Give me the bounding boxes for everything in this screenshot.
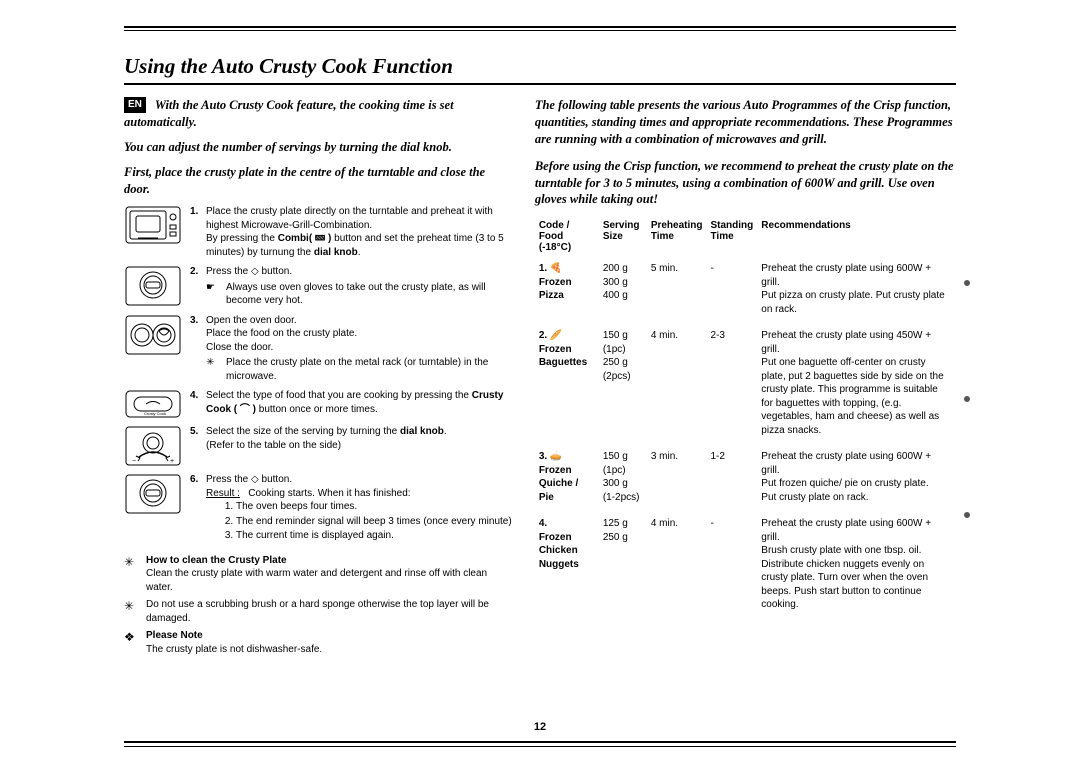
please-text: The crusty plate is not dishwasher-safe.	[146, 643, 513, 657]
intro-3: First, place the crusty plate in the cen…	[124, 164, 513, 198]
notes-block: ✳ How to clean the Crusty Plate Clean th…	[124, 554, 513, 657]
note-icon: ☛	[206, 281, 226, 308]
step-4: Crusty Cook 4. Select the type of food t…	[124, 389, 513, 419]
note-icon: ✳	[124, 554, 146, 595]
note-icon: ❖	[124, 629, 146, 656]
result-item: The oven beeps four times.	[236, 500, 513, 514]
step-2: 2. Press the ◇ button. ☛Always use oven …	[124, 265, 513, 308]
step-3: 3. Open the oven door. Place the food on…	[124, 314, 513, 384]
step-1: 1. Place the crusty plate directly on th…	[124, 205, 513, 259]
svg-text:+: +	[170, 458, 174, 465]
clean-text: Clean the crusty plate with warm water a…	[146, 567, 513, 594]
step-num: 3.	[190, 314, 206, 384]
page-number: 12	[0, 721, 1080, 733]
table-row: 3. 🥧Frozen Quiche / Pie150 g (1pc)300 g …	[535, 447, 956, 514]
table-cell: -	[707, 259, 758, 326]
step4-illustration: Crusty Cook	[124, 389, 182, 419]
step1-illustration	[124, 205, 182, 245]
note-icon: ✳	[124, 598, 146, 625]
step-num: 2.	[190, 265, 206, 308]
page-content: Using the Auto Crusty Cook Function EN W…	[124, 46, 956, 723]
result-item: The end reminder signal will beep 3 time…	[236, 515, 513, 529]
table-cell: Preheat the crusty plate using 600W + gr…	[757, 447, 956, 514]
table-cell: 125 g250 g	[599, 514, 647, 622]
page-title: Using the Auto Crusty Cook Function	[124, 46, 956, 85]
table-cell: 4.Frozen Chicken Nuggets	[535, 514, 599, 622]
table-cell: Preheat the crusty plate using 450W + gr…	[757, 326, 956, 447]
table-row: 2. 🥖Frozen Baguettes150 g (1pc)250 g (2p…	[535, 326, 956, 447]
table-cell: Preheat the crusty plate using 600W + gr…	[757, 514, 956, 622]
step3-illustration	[124, 314, 182, 356]
step-num: 5.	[190, 425, 206, 452]
th-code: Code / Food (-18°C)	[535, 218, 599, 259]
table-cell: 2. 🥖Frozen Baguettes	[535, 326, 599, 447]
table-cell: 4 min.	[647, 326, 707, 447]
intro-1: With the Auto Crusty Cook feature, the c…	[124, 98, 454, 129]
svg-text:−: −	[132, 458, 136, 465]
programmes-table: Code / Food (-18°C) ServingSize Preheati…	[535, 218, 956, 622]
intro-2: You can adjust the number of servings by…	[124, 139, 513, 156]
step2-illustration	[124, 265, 182, 307]
table-cell: 200 g300 g400 g	[599, 259, 647, 326]
svg-text:Crusty Cook: Crusty Cook	[144, 411, 166, 416]
step1-text: Place the crusty plate directly on the t…	[206, 206, 493, 231]
table-cell: 3. 🥧Frozen Quiche / Pie	[535, 447, 599, 514]
th-standing: StandingTime	[707, 218, 758, 259]
table-cell: 4 min.	[647, 514, 707, 622]
th-rec: Recommendations	[757, 218, 956, 259]
right-intro-2: Before using the Crisp function, we reco…	[535, 158, 956, 209]
step-num: 6.	[190, 473, 206, 544]
step-num: 4.	[190, 389, 206, 416]
steps-list: 1. Place the crusty plate directly on th…	[124, 205, 513, 544]
step6-illustration	[124, 473, 182, 515]
result-item: The current time is displayed again.	[236, 529, 513, 543]
note-icon: ✳	[206, 356, 226, 383]
table-cell: -	[707, 514, 758, 622]
table-cell: 150 g (1pc)250 g (2pcs)	[599, 326, 647, 447]
th-serving: ServingSize	[599, 218, 647, 259]
step5-illustration: − +	[124, 425, 182, 467]
table-cell: 2-3	[707, 326, 758, 447]
step-5: − + 5. Select the size of the serving by…	[124, 425, 513, 467]
table-cell: Preheat the crusty plate using 600W + gr…	[757, 259, 956, 326]
binder-holes-right	[964, 280, 970, 518]
table-cell: 3 min.	[647, 447, 707, 514]
warn-text: Do not use a scrubbing brush or a hard s…	[146, 598, 513, 625]
table-cell: 5 min.	[647, 259, 707, 326]
step-6: 6. Press the ◇ button. Result : Cooking …	[124, 473, 513, 544]
right-column: The following table presents the various…	[535, 97, 956, 660]
table-cell: 1. 🍕Frozen Pizza	[535, 259, 599, 326]
right-intro-1: The following table presents the various…	[535, 97, 956, 148]
step-num: 1.	[190, 205, 206, 259]
clean-heading: How to clean the Crusty Plate	[146, 554, 513, 568]
th-preheat: PreheatingTime	[647, 218, 707, 259]
please-heading: Please Note	[146, 629, 513, 643]
table-row: 1. 🍕Frozen Pizza200 g300 g400 g5 min.-Pr…	[535, 259, 956, 326]
lang-badge: EN	[124, 97, 146, 113]
table-cell: 1-2	[707, 447, 758, 514]
left-column: EN With the Auto Crusty Cook feature, th…	[124, 97, 513, 660]
table-row: 4.Frozen Chicken Nuggets125 g250 g4 min.…	[535, 514, 956, 622]
table-cell: 150 g (1pc)300 g (1-2pcs)	[599, 447, 647, 514]
